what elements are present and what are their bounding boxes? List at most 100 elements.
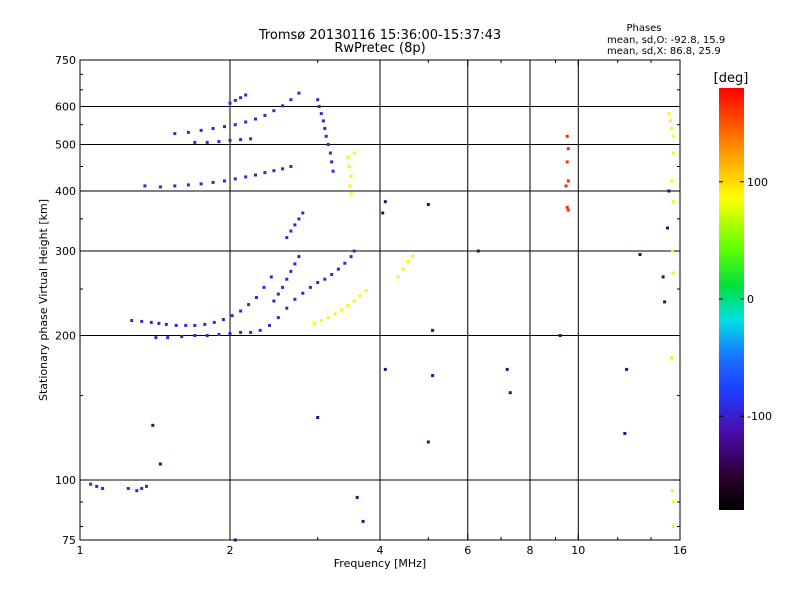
x-axis-ticks: 1 2 4 6 8 10 16 — [77, 60, 687, 557]
data-point — [565, 160, 569, 164]
data-point — [330, 273, 334, 276]
data-point — [661, 275, 665, 279]
data-point — [317, 105, 321, 108]
data-point — [352, 249, 356, 253]
data-point — [671, 525, 675, 528]
data-point — [383, 367, 387, 371]
data-point — [333, 312, 337, 316]
data-point — [347, 165, 351, 168]
data-point — [323, 277, 327, 281]
x-tick-label: 6 — [464, 544, 471, 557]
chart-title: Tromsø 20130116 15:36:00-15:37:43 — [258, 28, 501, 43]
data-point — [158, 185, 162, 189]
data-point — [221, 318, 225, 321]
data-point — [349, 174, 353, 178]
data-point — [293, 297, 297, 301]
data-point — [566, 208, 570, 212]
data-point — [671, 151, 675, 155]
data-point — [324, 134, 328, 138]
data-point — [205, 334, 209, 337]
data-point — [349, 255, 353, 259]
data-point — [281, 104, 285, 108]
data-point — [289, 269, 293, 273]
data-point — [301, 291, 305, 295]
x-tick-label: 4 — [377, 544, 384, 557]
x-tick-label: 2 — [227, 544, 234, 557]
data-point — [381, 211, 385, 215]
colorbar-label: [deg] — [714, 71, 749, 86]
x-tick-label: 16 — [673, 544, 687, 557]
data-point — [143, 184, 147, 188]
data-point — [638, 253, 642, 256]
data-point — [343, 261, 347, 265]
data-point — [145, 484, 148, 488]
data-point — [233, 123, 237, 127]
data-point — [285, 306, 289, 310]
data-point — [223, 125, 226, 129]
data-point — [281, 285, 285, 289]
data-point — [157, 321, 161, 325]
data-point — [149, 320, 153, 324]
data-point — [352, 299, 356, 303]
data-point — [426, 440, 430, 444]
data-point — [670, 489, 674, 493]
data-point — [239, 309, 243, 313]
data-point — [625, 367, 629, 371]
data-point — [566, 147, 570, 151]
data-point — [671, 500, 675, 504]
y-tick-label: 75 — [62, 534, 76, 547]
data-point — [667, 112, 671, 116]
data-point — [140, 487, 144, 490]
data-point — [670, 356, 674, 359]
data-point — [180, 335, 184, 339]
data-point — [193, 334, 197, 337]
data-point — [396, 275, 400, 279]
colorbar-tick-label: -100 — [747, 410, 772, 423]
data-point — [217, 333, 221, 336]
data-point — [135, 489, 139, 493]
data-point — [670, 249, 674, 253]
data-point — [671, 200, 675, 204]
data-point — [361, 519, 365, 523]
data-point — [249, 137, 253, 141]
data-point — [358, 294, 362, 298]
data-point — [244, 175, 248, 179]
data-point — [174, 323, 178, 327]
data-point — [223, 179, 226, 183]
data-point — [319, 112, 323, 116]
data-point — [199, 128, 203, 132]
data-point — [431, 374, 435, 378]
x-tick-label: 8 — [527, 544, 534, 557]
data-point — [326, 143, 330, 146]
data-point — [319, 319, 323, 322]
data-point — [289, 165, 293, 168]
data-point — [293, 223, 297, 227]
data-point — [166, 336, 170, 340]
data-point — [331, 169, 335, 173]
data-point — [140, 319, 144, 323]
data-point — [406, 260, 410, 264]
y-tick-label: 200 — [55, 330, 76, 343]
data-point — [228, 138, 232, 142]
data-point — [668, 119, 672, 123]
data-point — [239, 138, 243, 142]
data-point — [671, 271, 675, 275]
data-point — [411, 254, 415, 258]
data-point — [217, 140, 221, 144]
data-point — [297, 217, 301, 221]
data-point — [244, 120, 248, 124]
data-point — [239, 96, 243, 100]
colorbar-tick-label: 0 — [747, 293, 754, 306]
data-point — [230, 314, 234, 318]
data-point — [186, 130, 190, 134]
data-point — [249, 330, 253, 334]
data-point — [336, 267, 340, 271]
data-point — [316, 281, 320, 284]
colorbar — [719, 88, 744, 510]
data-point — [326, 316, 330, 320]
stats-line-o: mean, sd,O: -92.8, 15.9 — [607, 35, 725, 46]
data-point — [276, 316, 280, 320]
data-point — [244, 93, 248, 97]
data-point — [355, 495, 359, 499]
data-point — [401, 267, 405, 271]
